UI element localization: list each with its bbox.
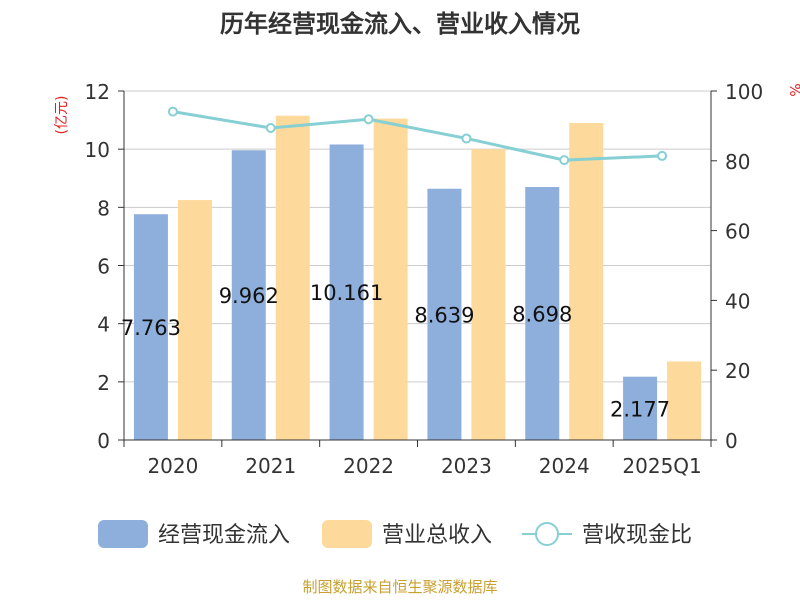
line-point <box>265 122 276 133</box>
bar-revenue <box>275 115 310 441</box>
bar-revenue <box>373 118 408 441</box>
bar-cash-inflow <box>427 188 462 440</box>
legend-swatch <box>322 520 372 548</box>
x-tick-label: 2023 <box>441 454 492 478</box>
y-right-tick-label: 80 <box>725 150 750 174</box>
line-point <box>167 106 178 117</box>
line-point <box>461 133 472 144</box>
x-tick-label: 2022 <box>343 454 394 478</box>
y-left-tick-label: 2 <box>97 371 110 395</box>
y-right-tick-label: 40 <box>725 289 750 313</box>
y-right-tick-label: 20 <box>725 359 750 383</box>
legend: 经营现金流入 营业总收入 营收现金比 <box>98 520 692 548</box>
bar-cash-inflow <box>133 214 168 440</box>
y-left-tick-label: 10 <box>85 138 110 162</box>
y-left-tick-label: 4 <box>97 313 110 337</box>
y-left-tick-label: 6 <box>97 255 110 279</box>
y-left-tick-label: 0 <box>97 429 110 453</box>
bar-group <box>133 115 702 441</box>
legend-label: 营收现金比 <box>582 523 692 548</box>
x-tick-label: 2024 <box>539 454 590 478</box>
data-label: 7.763 <box>121 316 181 340</box>
line-point <box>363 114 374 125</box>
bar-revenue <box>471 149 506 440</box>
line-point <box>657 150 668 161</box>
legend-swatch <box>98 520 148 548</box>
bar-revenue <box>667 361 702 440</box>
data-label: 9.962 <box>219 284 279 308</box>
bar-revenue <box>177 200 212 440</box>
x-tick-label: 2021 <box>245 454 296 478</box>
y-right-tick-label: 60 <box>725 220 750 244</box>
axes: 0 2 4 6 8 10 12 0 20 40 60 80 100 2020 2021 2022 2023 202… <box>85 80 764 478</box>
y-left-tick-label: 12 <box>85 80 110 104</box>
line-series <box>167 106 668 166</box>
y-right-unit: % <box>786 83 800 96</box>
source-note: 制图数据来自恒生聚源数据库 <box>302 578 497 596</box>
bar-cash-inflow <box>623 376 658 440</box>
bar-revenue <box>569 122 604 440</box>
data-label: 8.698 <box>512 303 572 327</box>
x-tick-label: 2020 <box>147 454 198 478</box>
data-label: 10.161 <box>310 281 383 305</box>
legend-label: 营业总收入 <box>382 523 492 548</box>
y-left-unit: (亿元) <box>54 96 70 135</box>
x-tick-label: 2025Q1 <box>622 454 701 478</box>
chart-title: 历年经营现金流入、营业收入情况 <box>220 10 580 38</box>
bar-cash-inflow <box>525 187 560 440</box>
data-label: 2.177 <box>610 397 670 421</box>
data-labels: 7.763 9.962 10.161 8.639 8.698 2.177 <box>121 281 670 421</box>
legend-marker <box>535 522 559 546</box>
legend-label: 经营现金流入 <box>158 523 290 548</box>
y-right-tick-label: 0 <box>725 429 738 453</box>
y-left-tick-label: 8 <box>97 196 110 220</box>
grid-lines <box>124 90 711 383</box>
data-label: 8.639 <box>414 303 474 327</box>
bar-cash-inflow <box>231 150 266 440</box>
line-ratio <box>172 110 663 162</box>
line-point <box>559 155 570 166</box>
bar-cash-inflow <box>329 144 364 440</box>
y-right-tick-label: 100 <box>725 80 763 104</box>
